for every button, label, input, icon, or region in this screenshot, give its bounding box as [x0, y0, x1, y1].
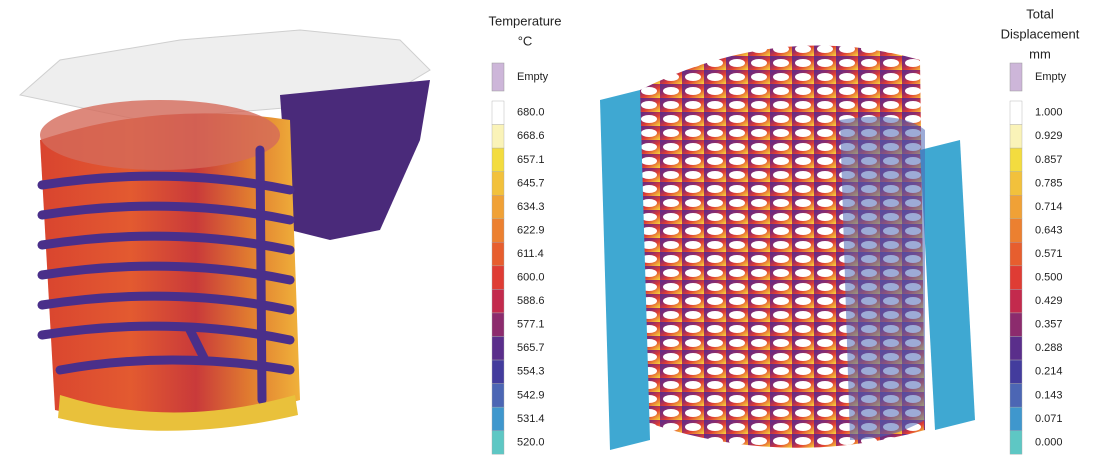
legend-swatch: [1010, 125, 1022, 149]
legend-label: 588.6: [517, 295, 545, 307]
legend-swatch: [1010, 242, 1022, 266]
legend-swatch: [1010, 337, 1022, 361]
legend-swatch: [492, 384, 504, 408]
legend-label: 531.4: [517, 413, 545, 425]
legend-swatch: [1010, 172, 1022, 196]
legend-label: 0.357: [1035, 319, 1063, 331]
legend-label: Empty: [517, 71, 549, 83]
legend-swatch: [1010, 148, 1022, 172]
legend-label: 0.643: [1035, 224, 1063, 236]
legend-swatch: [1010, 266, 1022, 290]
legend-swatch: [1010, 407, 1022, 431]
legend-swatch: [1010, 219, 1022, 243]
legend-label: 0.214: [1035, 366, 1063, 378]
legend-label: 0.571: [1035, 248, 1063, 260]
legend-swatch: [492, 242, 504, 266]
legend-swatch: [492, 101, 504, 125]
legend-swatch: [492, 148, 504, 172]
legend-swatch: [492, 431, 504, 455]
legend-swatch: [1010, 431, 1022, 455]
legend-label: 0.785: [1035, 177, 1063, 189]
legend-title: Temperature: [489, 13, 562, 28]
legend-label: 645.7: [517, 177, 545, 189]
legend-swatch: [1010, 195, 1022, 219]
legend-label: 1.000: [1035, 107, 1063, 119]
legend-label: 542.9: [517, 389, 545, 401]
legend-label: 634.3: [517, 201, 545, 213]
legend-label: 657.1: [517, 154, 545, 166]
legend-swatch: [1010, 384, 1022, 408]
legend-label: 0.000: [1035, 436, 1063, 448]
legend-label: 554.3: [517, 366, 545, 378]
legend-swatch: [492, 266, 504, 290]
legend-swatch: [1010, 101, 1022, 125]
legend-swatch: [492, 289, 504, 313]
legend-swatch: [492, 63, 504, 91]
legend-label: 611.4: [517, 248, 544, 260]
legend-swatch: [1010, 313, 1022, 337]
temperature-render: [20, 30, 430, 431]
legend-label: 0.071: [1035, 413, 1063, 425]
legend-swatch: [492, 407, 504, 431]
legend-label: 622.9: [517, 224, 545, 236]
legend-title: mm: [1029, 46, 1051, 61]
legend-label: 0.288: [1035, 342, 1063, 354]
legend-swatch: [492, 219, 504, 243]
legend-swatch: [492, 360, 504, 384]
legend-title: °C: [518, 33, 533, 48]
legend-swatch: [492, 337, 504, 361]
legend-label: Empty: [1035, 71, 1067, 83]
legend-swatch: [492, 172, 504, 196]
legend-swatch: [1010, 360, 1022, 384]
figure: Temperature °C Empty 680.0 668.6 657.1 645.7 63…: [0, 0, 1095, 469]
legend-label: 600.0: [517, 272, 545, 284]
legend-swatch: [492, 313, 504, 337]
legend-label: 0.500: [1035, 272, 1063, 284]
legend-label: 0.429: [1035, 295, 1063, 307]
legend-swatch: [492, 195, 504, 219]
legend-swatch: [1010, 63, 1022, 91]
legend-title: Total: [1026, 6, 1054, 21]
legend-swatch: [492, 125, 504, 149]
legend-label: 0.929: [1035, 130, 1063, 142]
legend-label: 668.6: [517, 130, 545, 142]
legend-label: 0.143: [1035, 389, 1063, 401]
legend-label: 0.857: [1035, 154, 1063, 166]
legend-label: 577.1: [517, 319, 545, 331]
legend-label: 565.7: [517, 342, 545, 354]
legend-label: 680.0: [517, 107, 545, 119]
displacement-render: [600, 45, 975, 450]
legend-title: Displacement: [1001, 26, 1080, 41]
legend-label: 0.714: [1035, 201, 1063, 213]
legend-swatch: [1010, 289, 1022, 313]
legend-label: 520.0: [517, 436, 545, 448]
